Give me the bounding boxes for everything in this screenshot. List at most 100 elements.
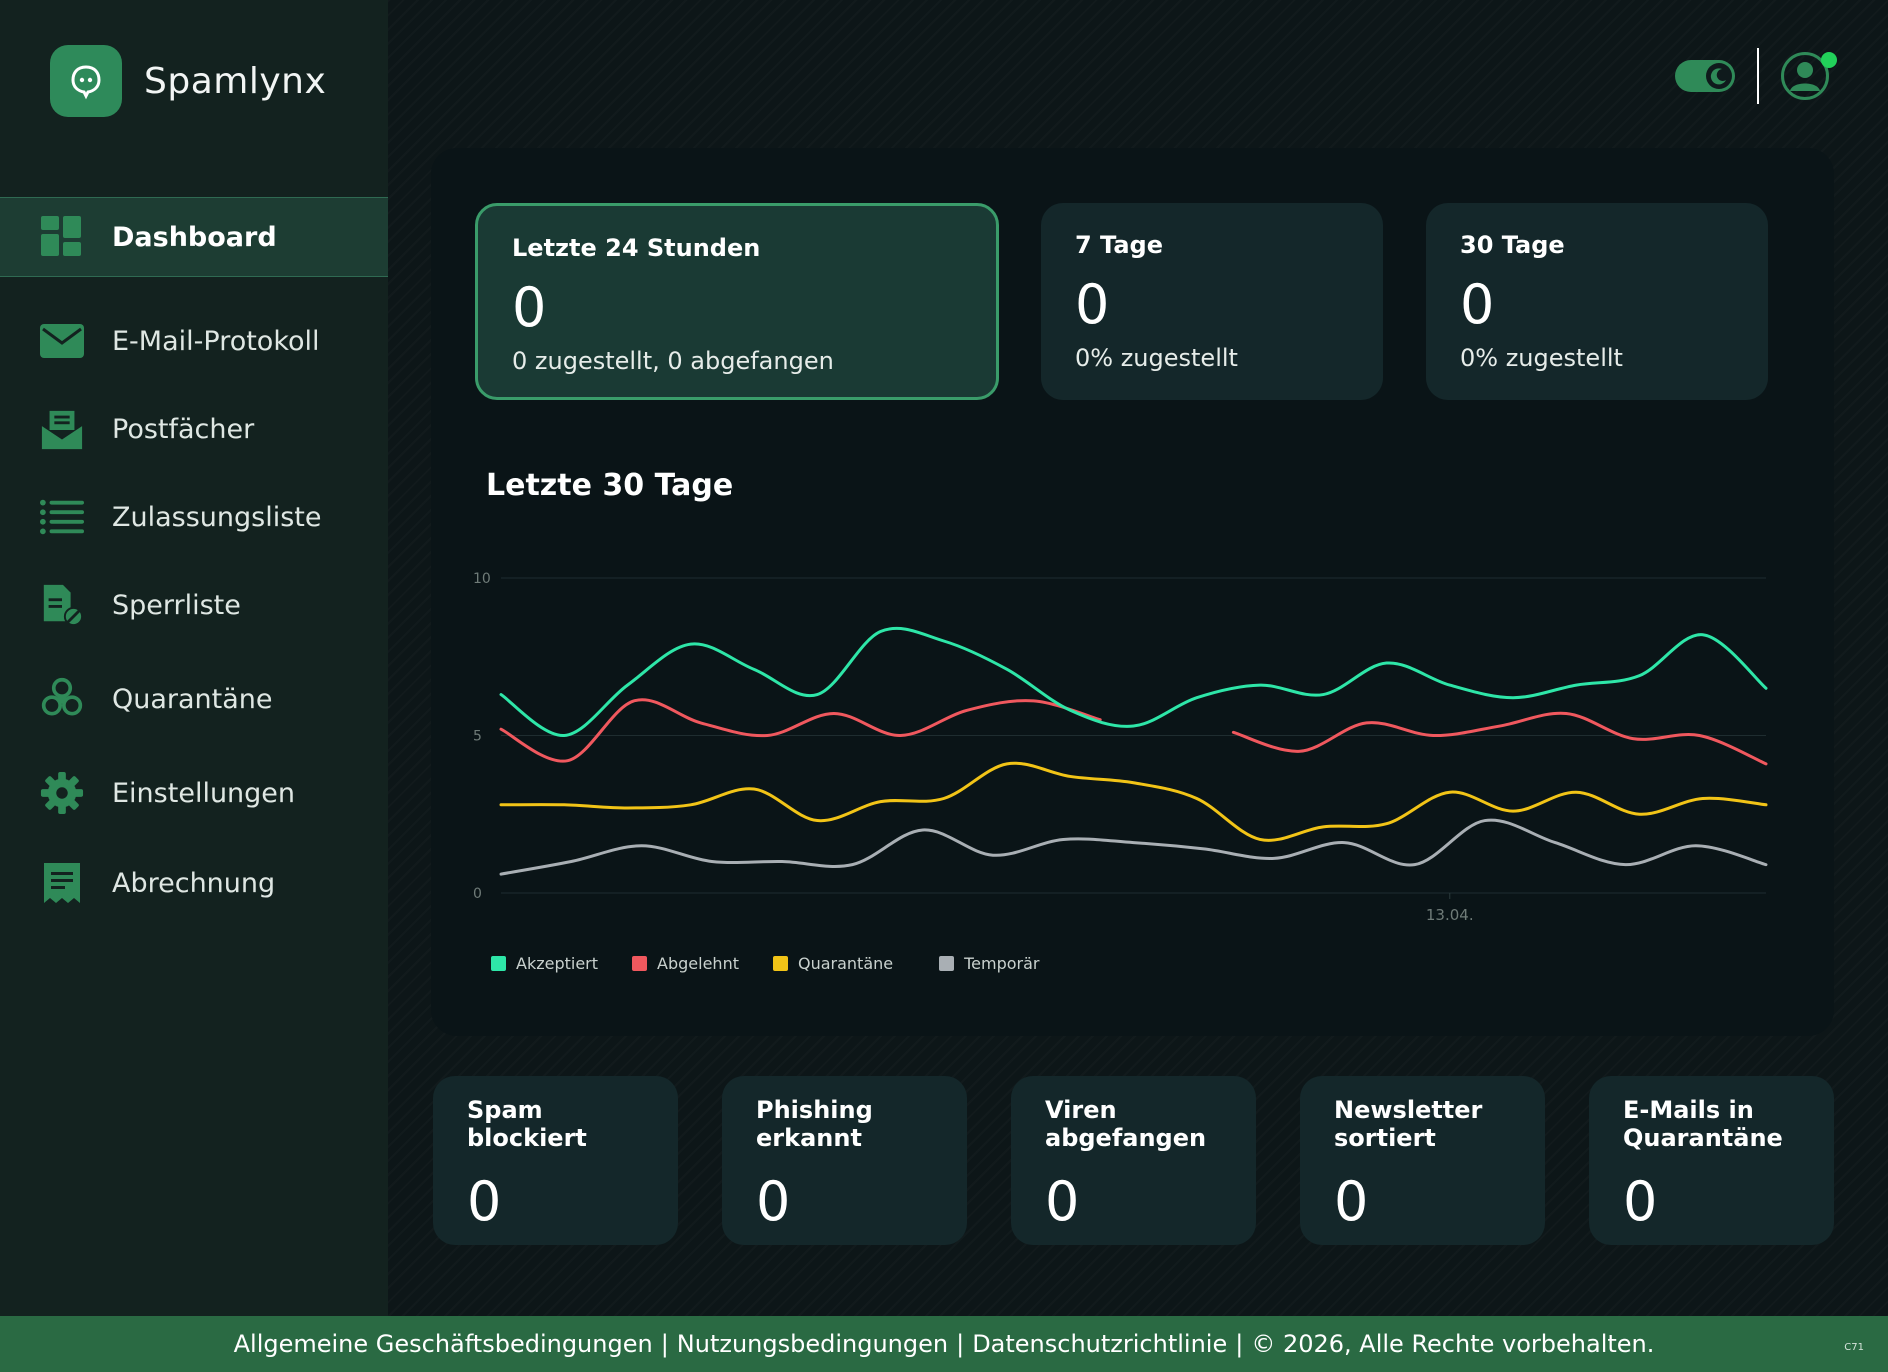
sidebar-item-label: Zulassungsliste	[112, 501, 322, 533]
sidebar-item-blocklist[interactable]: Sperrliste	[0, 565, 388, 645]
ghost-face-icon	[50, 45, 122, 117]
inbox-icon	[40, 407, 84, 451]
legend-swatch	[491, 956, 506, 971]
stat-value: 0	[1460, 273, 1495, 336]
legend-item-temporary[interactable]: Temporär	[939, 954, 1040, 973]
metric-title-line1: Spam	[467, 1096, 543, 1124]
stat-card-30days: 30 Tage 0 0% zugestellt	[1426, 203, 1768, 400]
sidebar-item-label: Sperrliste	[112, 589, 241, 621]
series-line-abgelehnt	[1231, 711, 1768, 766]
sidebar-nav: Dashboard E-Mail-Protokoll Postfächer Zu…	[0, 197, 388, 923]
stat-subtext: 0 zugestellt, 0 abgefangen	[512, 347, 834, 375]
metric-card-spam: Spam blockiert 0	[433, 1076, 678, 1245]
stat-subtext: 0% zugestellt	[1460, 344, 1623, 372]
moon-icon	[1706, 63, 1732, 89]
legend-swatch	[632, 956, 648, 971]
metric-title: Spam blockiert	[467, 1096, 644, 1156]
metric-card-newsletter: Newsletter sortiert 0	[1300, 1076, 1545, 1245]
gear-icon	[40, 771, 84, 815]
sidebar: Spamlynx Dashboard E-Mail-Protokoll Post…	[0, 0, 388, 1316]
metric-card-phishing: Phishing erkannt 0	[722, 1076, 967, 1245]
brand-logo[interactable]: Spamlynx	[50, 45, 326, 117]
footer-code: C71	[1844, 1342, 1864, 1353]
metric-card-quarantined-mails: E-Mails in Quarantäne 0	[1589, 1076, 1834, 1245]
metric-value: 0	[1623, 1170, 1658, 1233]
stat-card-7days: 7 Tage 0 0% zugestellt	[1041, 203, 1383, 400]
legend-label: Akzeptiert	[516, 954, 599, 973]
sidebar-item-label: Einstellungen	[112, 777, 296, 809]
legend-label: Quarantäne	[797, 954, 894, 973]
legend-item-rejected[interactable]: Abgelehnt	[632, 954, 739, 973]
metric-title-line1: Viren	[1045, 1096, 1117, 1124]
metric-value: 0	[1334, 1170, 1369, 1233]
footer-link-usage[interactable]: Nutzungsbedingungen	[676, 1330, 949, 1358]
y-tick-label: 10	[473, 571, 491, 587]
sidebar-item-mailboxes[interactable]: Postfächer	[0, 389, 388, 469]
topbar-divider	[1757, 48, 1759, 104]
sidebar-item-email-log[interactable]: E-Mail-Protokoll	[0, 301, 388, 381]
metric-title-line2: erkannt	[756, 1124, 862, 1152]
main-content: Letzte 24 Stunden 0 0 zugestellt, 0 abge…	[388, 0, 1888, 1316]
metric-card-viruses: Viren abgefangen 0	[1011, 1076, 1256, 1245]
series-line-abgelehnt	[499, 698, 1102, 763]
metric-title-line1: Phishing	[756, 1096, 873, 1124]
metric-title: Viren abgefangen	[1045, 1096, 1222, 1156]
metric-title: Phishing erkannt	[756, 1096, 933, 1156]
legend-item-accepted[interactable]: Akzeptiert	[491, 954, 598, 973]
legend-label: Temporär	[964, 954, 1040, 973]
footer: Allgemeine Geschäftsbedingungen | Nutzun…	[0, 1316, 1888, 1372]
grid-icon	[40, 215, 84, 259]
sidebar-item-label: Quarantäne	[112, 683, 273, 715]
metric-title: Newsletter sortiert	[1334, 1096, 1511, 1156]
metric-value: 0	[756, 1170, 791, 1233]
brand-name: Spamlynx	[144, 60, 327, 102]
series-line-akzeptiert	[499, 626, 1768, 738]
sidebar-item-label: Abrechnung	[112, 867, 276, 899]
envelope-icon	[40, 319, 84, 363]
legend-swatch	[939, 956, 955, 971]
stat-card-last24h: Letzte 24 Stunden 0 0 zugestellt, 0 abge…	[475, 203, 999, 400]
metric-value: 0	[1045, 1170, 1080, 1233]
metric-title-line2: Quarantäne	[1623, 1124, 1783, 1152]
theme-toggle[interactable]	[1675, 60, 1735, 92]
y-tick-label: 0	[473, 886, 482, 902]
user-avatar-button[interactable]	[1781, 52, 1829, 100]
sidebar-item-settings[interactable]: Einstellungen	[0, 753, 388, 833]
metric-value: 0	[467, 1170, 502, 1233]
stat-title: Letzte 24 Stunden	[512, 234, 761, 262]
x-tick-label: 13.04.	[1426, 906, 1474, 924]
stat-title: 30 Tage	[1460, 231, 1565, 259]
stat-value: 0	[512, 276, 547, 339]
sidebar-item-allowlist[interactable]: Zulassungsliste	[0, 477, 388, 557]
footer-link-privacy[interactable]: Datenschutzrichtlinie	[972, 1330, 1228, 1358]
chart-title: Letzte 30 Tage	[486, 468, 734, 503]
sidebar-item-billing[interactable]: Abrechnung	[0, 843, 388, 923]
line-chart: 10 5 0 13.04.	[473, 571, 1768, 924]
online-status-dot	[1821, 52, 1837, 68]
y-tick-label: 5	[473, 729, 482, 745]
receipt-icon	[40, 861, 84, 905]
sidebar-item-label: Postfächer	[112, 413, 255, 445]
sidebar-item-quarantine[interactable]: Quarantäne	[0, 659, 388, 739]
metric-title-line2: abgefangen	[1045, 1124, 1207, 1152]
metric-title-line1: Newsletter	[1334, 1096, 1483, 1124]
metric-title-line2: blockiert	[467, 1124, 587, 1152]
chart-legend: Akzeptiert Abgelehnt Quarantäne Temporär	[491, 954, 1074, 973]
stat-subtext: 0% zugestellt	[1075, 344, 1238, 372]
user-circle-icon	[1790, 62, 1820, 91]
footer-copyright: © 2026, Alle Rechte vorbehalten.	[1251, 1330, 1655, 1358]
footer-separator: |	[956, 1330, 965, 1358]
dashboard-panel: Letzte 24 Stunden 0 0 zugestellt, 0 abge…	[431, 148, 1834, 1036]
legend-swatch	[772, 956, 788, 971]
metric-title: E-Mails in Quarantäne	[1623, 1096, 1800, 1156]
stat-title: 7 Tage	[1075, 231, 1163, 259]
biohazard-icon	[40, 677, 84, 721]
footer-separator: |	[1235, 1330, 1244, 1358]
sidebar-item-dashboard[interactable]: Dashboard	[0, 197, 388, 277]
footer-link-terms[interactable]: Allgemeine Geschäftsbedingungen	[233, 1330, 653, 1358]
series-line-quarantäne	[499, 761, 1768, 842]
legend-item-quarantine[interactable]: Quarantäne	[772, 954, 894, 973]
blocked-document-icon	[40, 583, 84, 627]
metric-title-line2: sortiert	[1334, 1124, 1436, 1152]
list-icon	[40, 495, 84, 539]
